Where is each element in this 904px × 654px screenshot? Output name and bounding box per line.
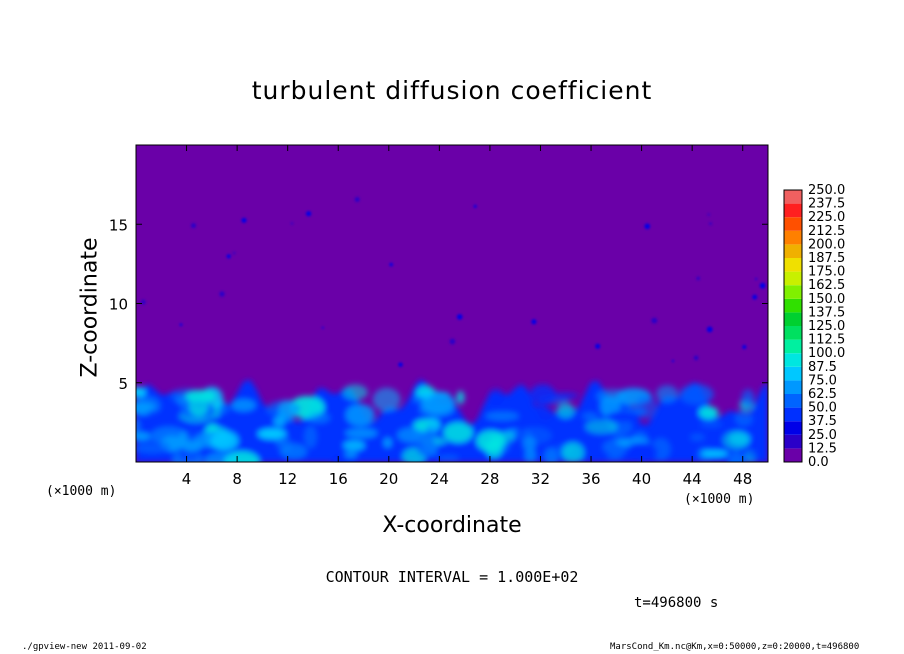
x-tick-label: 4 — [182, 470, 192, 488]
colorbar-swatch — [784, 394, 802, 408]
colorbar-label: 87.5 — [808, 360, 837, 375]
colorbar-swatch — [784, 244, 802, 258]
x-tick-label: 28 — [480, 470, 499, 488]
x-tick-label: 32 — [531, 470, 550, 488]
colorbar-label: 150.0 — [808, 292, 845, 307]
colorbar-label: 162.5 — [808, 278, 845, 293]
colorbar-swatch — [784, 326, 802, 340]
colorbar-swatch — [784, 271, 802, 286]
colorbar-swatch — [784, 421, 802, 435]
x-unit-label-right: (×1000 m) — [684, 492, 755, 507]
x-tick-label: 24 — [430, 470, 449, 488]
colorbar-label: 25.0 — [808, 428, 837, 443]
colorbar-label: 75.0 — [808, 373, 837, 388]
colorbar-swatch — [784, 407, 802, 422]
colorbar-label: 187.5 — [808, 251, 845, 266]
chart-title: turbulent diffusion coefficient — [251, 76, 653, 105]
footer-program-date: ./gpview-new 2011-09-02 — [22, 642, 147, 652]
x-tick-label: 16 — [329, 470, 348, 488]
colorbar-label: 112.5 — [808, 333, 845, 348]
colorbar-label: 12.5 — [808, 441, 837, 456]
colorbar-swatch — [784, 203, 802, 218]
colorbar-swatch — [784, 285, 802, 299]
colorbar-label: 0.0 — [808, 455, 829, 470]
colorbar-label: 250.0 — [808, 183, 845, 198]
colorbar-swatch — [784, 230, 802, 245]
x-tick-label: 44 — [683, 470, 702, 488]
colorbar-label: 137.5 — [808, 305, 845, 320]
x-tick-label: 12 — [278, 470, 297, 488]
colorbar-swatch — [784, 190, 802, 204]
x-tick-label: 8 — [232, 470, 242, 488]
colorbar-label: 175.0 — [808, 265, 845, 280]
time-label: t=496800 s — [634, 595, 719, 611]
colorbar-label: 62.5 — [808, 387, 837, 402]
contour-interval-text: CONTOUR INTERVAL = 1.000E+02 — [325, 568, 579, 586]
colorbar-swatch — [784, 353, 802, 367]
colorbar-label: 212.5 — [808, 224, 845, 239]
colorbar-frame — [783, 189, 803, 463]
colorbar-label: 37.5 — [808, 414, 837, 429]
upper-specks — [140, 197, 766, 367]
x-tick-label: 36 — [581, 470, 600, 488]
colorbar-swatch — [784, 380, 802, 394]
colorbar-label: 200.0 — [808, 237, 845, 252]
colorbar-label: 237.5 — [808, 197, 845, 212]
x-tick-label: 20 — [379, 470, 398, 488]
colorbar-swatch — [784, 366, 802, 381]
colorbar-swatch — [784, 258, 802, 272]
y-tick-label: 10 — [109, 296, 128, 314]
colorbar-swatch — [784, 339, 802, 354]
x-axis-label: X-coordinate — [382, 513, 522, 538]
colorbar-label: 50.0 — [808, 401, 837, 416]
x-tick-label: 40 — [632, 470, 651, 488]
colorbar-label: 125.0 — [808, 319, 845, 334]
colorbar-label: 100.0 — [808, 346, 845, 361]
footer-data-source: MarsCond_Km.nc@Km,x=0:50000,z=0:20000,t=… — [610, 642, 860, 652]
turbulent-layer — [136, 379, 768, 462]
x-tick-label: 48 — [733, 470, 752, 488]
colorbar-swatch — [784, 448, 802, 462]
colorbar-swatch — [784, 434, 802, 449]
x-unit-label-left: (×1000 m) — [46, 484, 117, 499]
colorbar-label: 225.0 — [808, 210, 845, 225]
y-tick-label: 15 — [109, 216, 128, 234]
colorbar-swatch — [784, 298, 802, 313]
colorbar-swatch — [784, 217, 802, 231]
colorbar-swatch — [784, 312, 802, 326]
y-tick-label: 5 — [118, 375, 128, 393]
